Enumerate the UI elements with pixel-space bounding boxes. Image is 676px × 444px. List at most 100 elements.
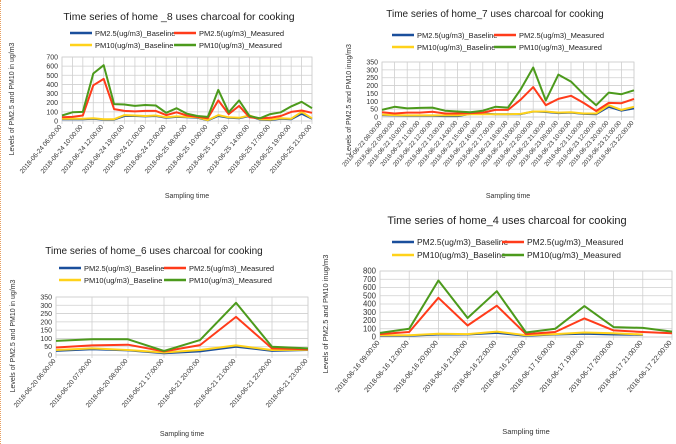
y-tick-label: 300 (363, 308, 377, 317)
y-tick-label: 0 (372, 333, 377, 342)
series-pm25-measured (379, 296, 673, 336)
y-axis-label: Levels of PM2.5 and PM10 in ug/m3 (10, 279, 17, 392)
y-axis-label: Levels of PM2.5 and PM10 in ug/m3 (9, 42, 16, 155)
legend-label: PM10(ug/m3)_Baseline (417, 43, 495, 52)
chart-title: Time series of home_6 uses charcoal for … (45, 246, 263, 257)
y-tick-label: 500 (46, 73, 58, 80)
y-tick-label: 500 (363, 291, 377, 300)
legend-item: PM2.5(ug/m3)_Baseline (392, 237, 508, 247)
y-tick-label: 100 (40, 336, 52, 343)
chart-svg: Time series of home_4 uses charcoal for … (321, 215, 674, 436)
plot-area (55, 296, 309, 356)
y-tick-label: 250 (366, 75, 378, 82)
chart-home-4: Time series of home_4 uses charcoal for … (312, 206, 676, 444)
chart-home-7: Time series of home_7 uses charcoal for … (340, 0, 676, 210)
x-axis-label: Sampling time (502, 427, 550, 436)
series-pm10-measured (55, 301, 309, 352)
x-tick-label: 2018-06-25 21:00:00 (269, 124, 314, 176)
y-tick-label: 50 (44, 344, 52, 351)
y-tick-label: 0 (374, 115, 378, 122)
y-tick-label: 100 (366, 99, 378, 106)
legend-item: PM10(ug/m3)_Measured (174, 41, 282, 50)
y-tick-label: 100 (363, 324, 377, 333)
chart-title: Time series of home_4 uses charcoal for … (387, 215, 626, 227)
legend-item: PM10(ug/m3)_Baseline (59, 276, 162, 285)
chart-svg: Time series of home_7 uses charcoal for … (341, 9, 636, 200)
y-tick-label: 350 (366, 60, 378, 67)
series-pm10-baseline (55, 344, 309, 354)
x-tick-label: 2018-06-21 23:00:00 (265, 358, 310, 410)
legend-item: PM2.5(ug/m3)_Measured (502, 237, 624, 247)
legend-item: PM10(ug/m3)_Measured (494, 43, 602, 52)
y-axis-label: Levels of PM2.5 and PM10 inug/m3 (346, 44, 353, 155)
chart-home-6: Time series of home_6 uses charcoal for … (4, 236, 314, 444)
legend-item: PM10(ug/m3)_Measured (164, 276, 272, 285)
y-tick-label: 200 (46, 100, 58, 107)
x-axis-label: Sampling time (160, 431, 204, 438)
y-tick-label: 300 (40, 303, 52, 310)
series-pm10-baseline (379, 330, 643, 337)
legend-item: PM2.5(ug/m3)_Baseline (59, 264, 164, 273)
legend-label: PM2.5(ug/m3)_Measured (199, 29, 284, 38)
y-tick-label: 0 (48, 353, 52, 360)
y-tick-label: 200 (40, 319, 52, 326)
legend-item: PM10(ug/m3)_Baseline (70, 41, 173, 50)
legend-label: PM10(ug/m3)_Baseline (417, 250, 506, 260)
series-line (381, 104, 635, 117)
series-line (61, 77, 313, 120)
page-edge-dotted-border (0, 0, 3, 444)
series-line (55, 301, 309, 352)
series-pm25-measured (61, 77, 313, 120)
y-tick-label: 50 (370, 107, 378, 114)
y-tick-label: 600 (46, 64, 58, 71)
y-tick-label: 250 (40, 311, 52, 318)
x-axis-label: Sampling time (486, 193, 530, 200)
chart-svg: Time series of home_6 uses charcoal for … (10, 246, 310, 438)
series-line (380, 330, 643, 337)
y-tick-label: 300 (46, 91, 58, 98)
y-tick-label: 350 (40, 295, 52, 302)
series-pm10-measured (61, 64, 313, 120)
plot-area (379, 270, 673, 338)
legend-label: PM2.5(ug/m3)_Baseline (84, 264, 164, 273)
series-pm10-measured (379, 279, 673, 334)
legend-label: PM2.5(ug/m3)_Measured (527, 237, 624, 247)
series-pm25-measured (381, 86, 635, 115)
y-tick-label: 200 (366, 83, 378, 90)
legend-item: PM2.5(ug/m3)_Baseline (392, 31, 497, 40)
chart-home-8: Time series of home _8 uses charcoal for… (4, 0, 334, 210)
legend-label: PM10(ug/m3)_Measured (189, 276, 272, 285)
legend-label: PM10(ug/m3)_Measured (527, 250, 621, 260)
chart-title: Time series of home _8 uses charcoal for… (63, 11, 294, 23)
y-tick-label: 100 (46, 109, 58, 116)
y-tick-label: 0 (54, 119, 58, 126)
legend-label: PM10(ug/m3)_Measured (199, 41, 282, 50)
x-axis-label: Sampling time (165, 193, 209, 200)
y-tick-label: 600 (363, 283, 377, 292)
chart-title: Time series of home_7 uses charcoal for … (386, 9, 604, 20)
series-line (381, 66, 635, 114)
y-axis-label: Levels of PM2.5 and PM10 inug/m3 (321, 255, 330, 374)
series-line (55, 315, 309, 353)
legend-item: PM10(ug/m3)_Baseline (392, 43, 495, 52)
legend-label: PM2.5(ug/m3)_Baseline (417, 237, 508, 247)
legend-label: PM2.5(ug/m3)_Baseline (95, 29, 175, 38)
series-line (55, 344, 309, 354)
legend-item: PM10(ug/m3)_Baseline (392, 250, 506, 260)
legend-label: PM2.5(ug/m3)_Baseline (417, 31, 497, 40)
legend-item: PM2.5(ug/m3)_Baseline (70, 29, 175, 38)
y-tick-label: 800 (363, 267, 377, 276)
series-line (62, 110, 313, 122)
legend-item: PM10(ug/m3)_Measured (502, 250, 621, 260)
legend-label: PM10(ug/m3)_Baseline (95, 41, 173, 50)
y-tick-label: 150 (40, 328, 52, 335)
plot-area (61, 56, 313, 122)
y-tick-label: 200 (363, 316, 377, 325)
y-tick-label: 400 (46, 82, 58, 89)
series-line (381, 86, 635, 115)
series-line (379, 296, 673, 336)
y-tick-label: 400 (363, 300, 377, 309)
series-pm10-baseline (381, 104, 635, 117)
legend-label: PM2.5(ug/m3)_Measured (189, 264, 274, 273)
plot-area (381, 61, 635, 118)
